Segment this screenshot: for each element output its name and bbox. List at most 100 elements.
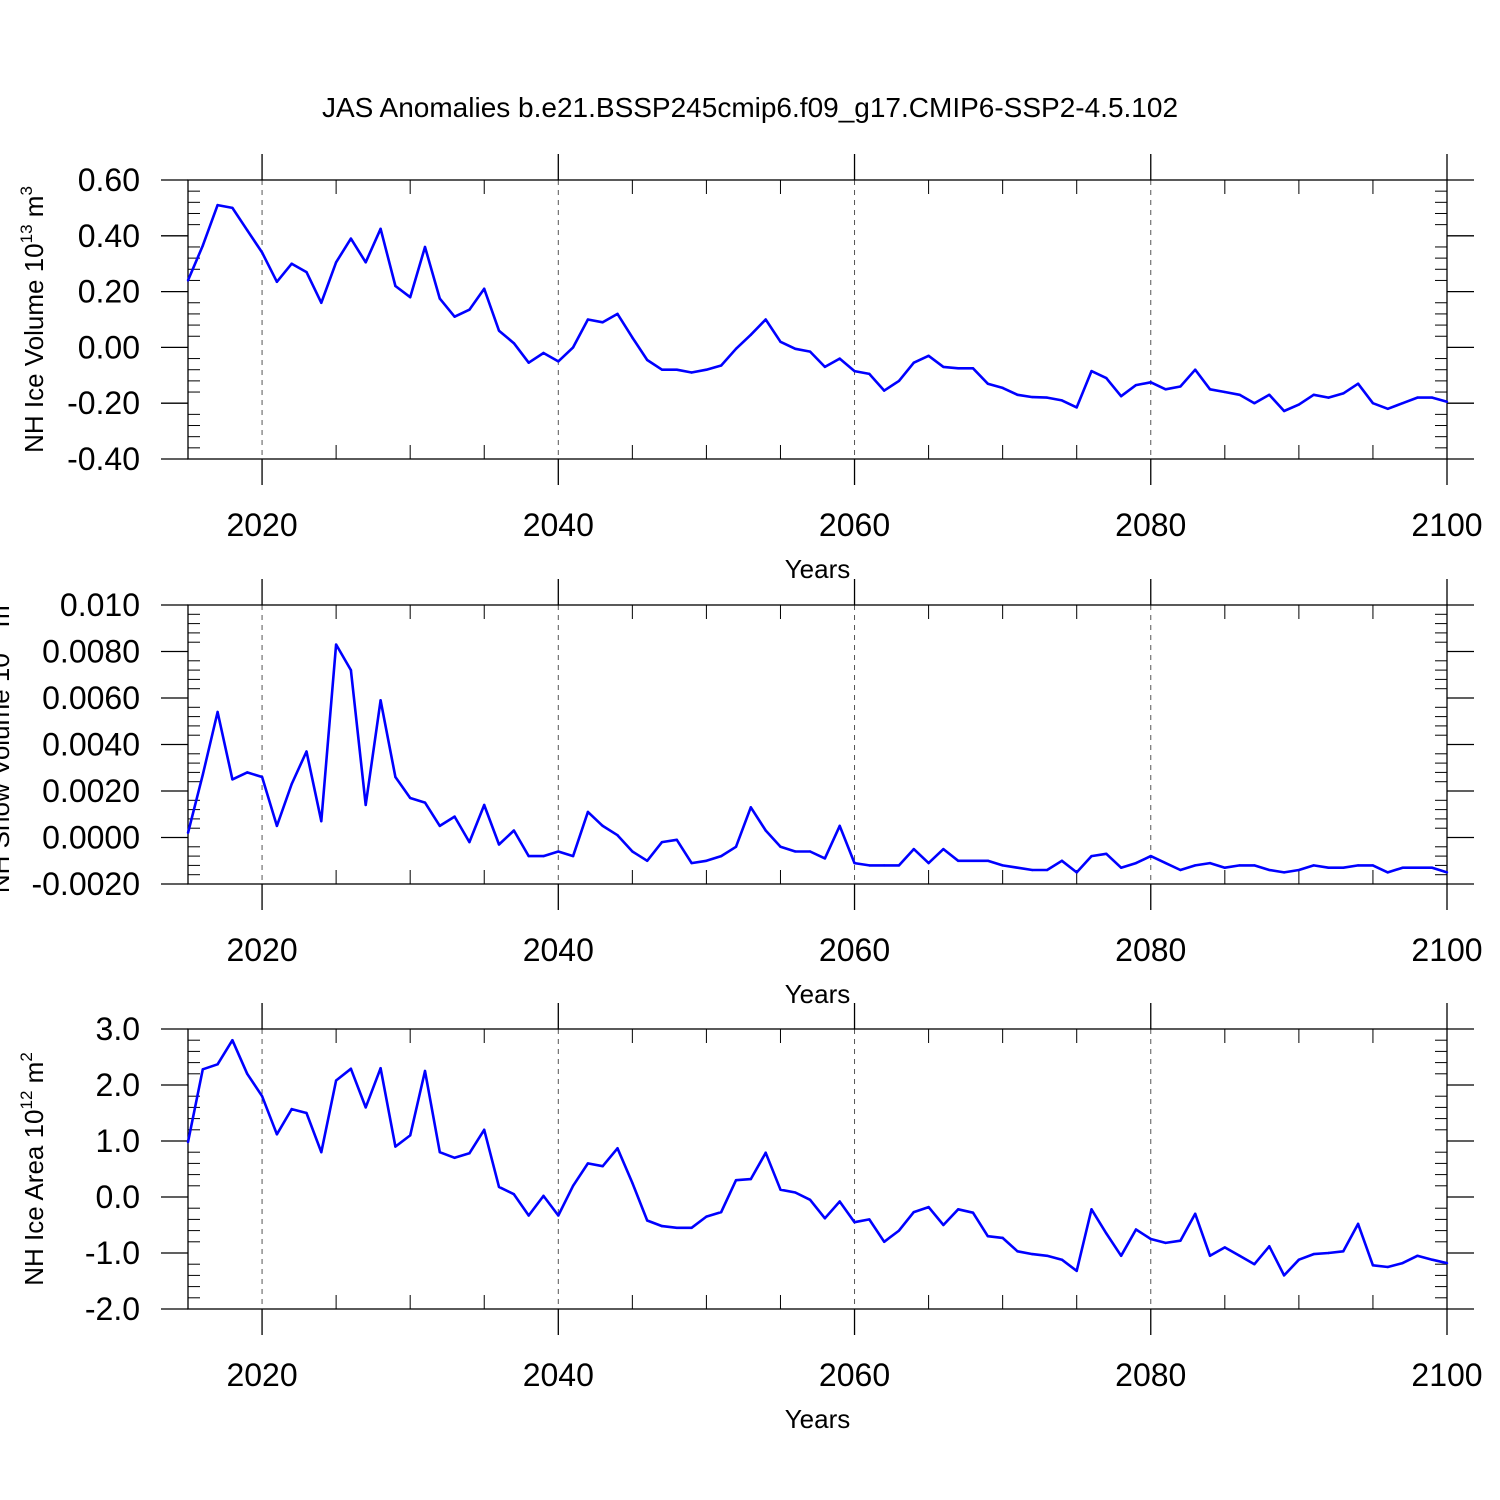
- y-tick-label: 1.0: [96, 1123, 140, 1159]
- data-point: [971, 1211, 975, 1214]
- data-point: [542, 351, 545, 355]
- data-point: [1090, 1208, 1093, 1211]
- data-point: [186, 831, 190, 835]
- x-tick-label: 2060: [819, 507, 890, 543]
- data-point: [379, 227, 382, 231]
- series-line: [186, 203, 1448, 413]
- data-point: [601, 1165, 604, 1168]
- y-tick-label: -0.0020: [31, 866, 140, 902]
- data-point: [1253, 402, 1256, 405]
- data-point: [720, 1210, 723, 1214]
- data-point: [912, 361, 915, 364]
- chart-title: JAS Anomalies b.e21.BSSP245cmip6.f09_g17…: [322, 92, 1178, 123]
- data-point: [483, 803, 486, 807]
- x-tick-label: 2020: [226, 507, 297, 543]
- data-point: [957, 367, 960, 370]
- data-point: [527, 361, 530, 364]
- data-point: [971, 859, 975, 862]
- y-axis-label: NH Ice Volume 1013 m3: [17, 186, 49, 453]
- data-point: [1001, 864, 1004, 867]
- data-point: [1312, 1252, 1315, 1256]
- data-point: [912, 1210, 915, 1214]
- data-point: [497, 843, 501, 846]
- data-point: [586, 810, 590, 814]
- data-point: [408, 796, 412, 800]
- data-point: [764, 829, 767, 832]
- data-point: [1179, 868, 1182, 872]
- data-point: [1119, 1254, 1123, 1258]
- data-point: [1430, 396, 1434, 399]
- data-point: [1401, 1261, 1404, 1265]
- data-point: [364, 803, 367, 807]
- data-point: [1031, 395, 1034, 399]
- data-point: [853, 369, 856, 373]
- data-point: [1356, 382, 1360, 385]
- data-point: [1416, 866, 1419, 869]
- data-point: [1179, 385, 1182, 388]
- data-point: [468, 840, 471, 844]
- data-point: [1445, 400, 1449, 404]
- data-point: [838, 1200, 841, 1203]
- data-point: [1208, 388, 1212, 391]
- data-point: [1149, 854, 1152, 858]
- data-point: [1149, 1237, 1152, 1241]
- data-point: [882, 1240, 886, 1244]
- data-point: [201, 1068, 205, 1071]
- data-point: [1268, 1245, 1271, 1248]
- data-point: [320, 1151, 323, 1154]
- data-point: [423, 1069, 427, 1073]
- x-tick-label: 2040: [523, 1357, 594, 1393]
- y-tick-label: 0.60: [78, 162, 140, 198]
- data-point: [1060, 1258, 1064, 1261]
- data-point: [912, 847, 915, 851]
- data-point: [305, 750, 308, 753]
- data-point: [1105, 852, 1108, 855]
- y-tick-label: 0.0000: [42, 820, 140, 856]
- plot-frame: [187, 179, 1448, 460]
- data-point: [557, 850, 560, 853]
- y-tick-label: 0.0: [96, 1179, 140, 1215]
- panel-1: -0.40 -0.20 0.00 0.20 0.40 0.60 2020 2040 2060 20…: [17, 154, 1483, 584]
- data-point: [527, 854, 530, 858]
- data-point: [334, 643, 338, 646]
- x-tick-label: 2020: [226, 1357, 297, 1393]
- data-point: [1119, 395, 1123, 398]
- x-tick-label: 2080: [1115, 932, 1186, 968]
- x-tick-label: 2060: [819, 932, 890, 968]
- data-point: [986, 382, 990, 385]
- y-tick-label: 0.0060: [42, 680, 140, 716]
- data-point: [1371, 1264, 1375, 1267]
- data-point: [483, 287, 486, 291]
- data-point: [423, 801, 427, 804]
- data-point: [1342, 866, 1345, 869]
- data-point: [349, 237, 353, 240]
- y-axis-label: NH Ice Area 1012 m2: [17, 1052, 49, 1286]
- y-tick-label: 0.010: [60, 587, 140, 623]
- data-point: [882, 389, 886, 392]
- data-point: [1105, 376, 1108, 380]
- data-point: [616, 1147, 619, 1150]
- data-point: [1445, 1261, 1449, 1265]
- data-point: [1327, 866, 1330, 869]
- data-point: [1386, 1265, 1389, 1269]
- data-point: [1194, 368, 1197, 371]
- data-point: [468, 1152, 471, 1155]
- y-axis-label: NH Snow Volume 1013 m3: [0, 596, 15, 893]
- data-point: [586, 318, 590, 321]
- data-point: [542, 1194, 545, 1198]
- data-point: [1430, 1258, 1434, 1261]
- data-point: [453, 1156, 456, 1160]
- data-point: [631, 1181, 634, 1185]
- data-point: [1356, 1222, 1360, 1226]
- data-point: [260, 775, 264, 779]
- data-point: [957, 1208, 960, 1211]
- data-point: [660, 840, 664, 844]
- y-tick-label: 0.20: [78, 274, 140, 310]
- data-point: [216, 203, 219, 207]
- data-point: [690, 371, 693, 374]
- data-point: [1060, 859, 1064, 862]
- data-point: [1001, 386, 1004, 390]
- data-point: [734, 347, 738, 350]
- data-point: [823, 857, 827, 860]
